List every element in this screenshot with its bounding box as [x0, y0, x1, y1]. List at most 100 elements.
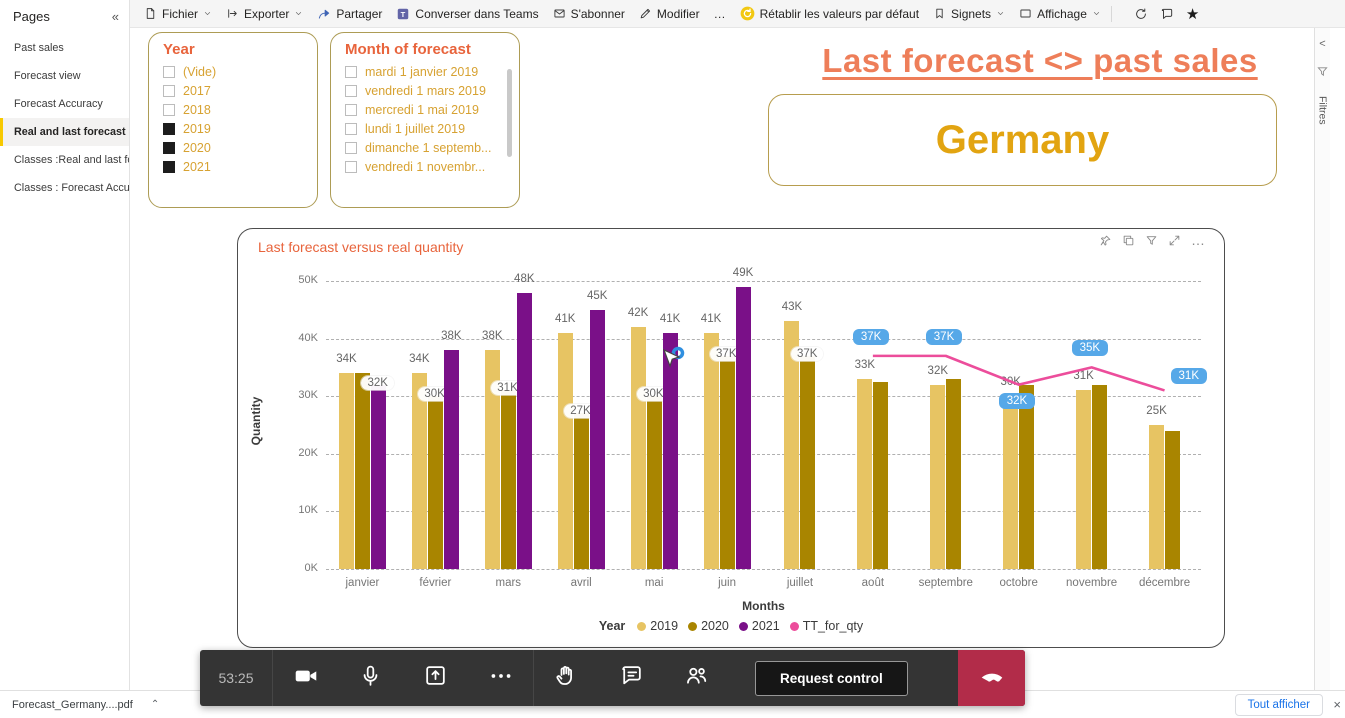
raise-hand-button[interactable] [534, 650, 599, 706]
toolbar-button-partager[interactable]: Partager [317, 7, 382, 21]
checkbox-checked[interactable] [163, 160, 175, 173]
checkbox-checked[interactable] [163, 141, 175, 154]
slicer-option-mercredi-1-mai-2019[interactable]: mercredi 1 mai 2019 [345, 100, 509, 119]
close-download-bar-icon[interactable]: × [1333, 697, 1341, 712]
toolbar-button--[interactable]: … [714, 7, 726, 21]
more-icon[interactable]: … [1191, 232, 1206, 248]
legend-item-2021[interactable]: 2021 [738, 619, 780, 633]
bar-2021-avril[interactable] [589, 309, 605, 569]
bar-2020-août[interactable] [873, 381, 889, 569]
bar-2020-juin[interactable] [719, 355, 735, 569]
bar-2020-septembre[interactable] [946, 378, 962, 569]
checkbox[interactable] [345, 103, 357, 116]
sidebar-item-forecast-view[interactable]: Forecast view [14, 70, 81, 82]
bar-2020-novembre[interactable] [1092, 384, 1108, 569]
checkbox[interactable] [163, 65, 175, 78]
bar-2021-janvier[interactable] [370, 384, 386, 569]
camera-button[interactable] [273, 650, 338, 706]
checkbox[interactable] [345, 122, 357, 135]
bar-2019-décembre[interactable] [1149, 425, 1165, 569]
chevrons-left-icon[interactable]: « [111, 9, 119, 24]
people-button[interactable] [664, 650, 729, 706]
slicer-option-vendredi-1-novembr-[interactable]: vendredi 1 novembr... [345, 157, 509, 176]
bar-2019-juillet[interactable] [784, 321, 800, 569]
toolbar-button-fichier[interactable]: Fichier [144, 7, 212, 21]
bar-2019-février[interactable] [411, 373, 427, 569]
slicer-option-vendredi-1-mars-2019[interactable]: vendredi 1 mars 2019 [345, 81, 509, 100]
x-axis-tick: septembre [918, 577, 973, 589]
chart-visual[interactable]: Last forecast versus real quantity … Qua… [237, 228, 1225, 648]
pin-icon[interactable] [1099, 234, 1112, 247]
toolbar-button-r-tablir-les-valeurs-par-d-faut[interactable]: Rétablir les valeurs par défaut [740, 6, 919, 21]
sidebar-item-classes-real-and-last-fo-[interactable]: Classes :Real and last fo... [14, 154, 129, 166]
checkbox[interactable] [163, 103, 175, 116]
chevron-up-icon[interactable]: ⌃ [150, 699, 160, 710]
checkbox[interactable] [345, 141, 357, 154]
bar-2020-mars[interactable] [500, 390, 516, 569]
toolbar-button-s-abonner[interactable]: S'abonner [553, 7, 625, 21]
show-all-downloads-button[interactable]: Tout afficher [1234, 694, 1323, 716]
downloaded-file-item[interactable]: Forecast_Germany....pdf ⌃ [12, 699, 159, 711]
toolbar-button-signets[interactable]: Signets [933, 7, 1005, 21]
bar-2019-octobre[interactable] [1003, 396, 1019, 569]
chat-button[interactable] [599, 650, 664, 706]
slicer-option-(vide)[interactable]: (Vide) [163, 62, 307, 81]
bar-2019-juin[interactable] [703, 332, 719, 569]
more-button[interactable] [468, 650, 533, 706]
expand-filters-icon[interactable]: < [1319, 38, 1326, 50]
checkbox[interactable] [345, 65, 357, 78]
copy-icon[interactable] [1122, 234, 1135, 247]
bar-2019-novembre[interactable] [1076, 390, 1092, 569]
bar-2019-avril[interactable] [557, 332, 573, 569]
slicer-option-2020[interactable]: 2020 [163, 138, 307, 157]
slicer-option-2019[interactable]: 2019 [163, 119, 307, 138]
sidebar-item-real-and-last-forecast[interactable]: Real and last forecast [0, 118, 129, 146]
checkbox[interactable] [163, 84, 175, 97]
bar-2021-février[interactable] [443, 350, 459, 569]
bar-2019-janvier[interactable] [338, 373, 354, 569]
bar-2020-janvier[interactable] [354, 373, 370, 569]
sidebar-item-classes-forecast-accur-[interactable]: Classes : Forecast Accur... [14, 182, 129, 194]
checkbox[interactable] [345, 160, 357, 173]
legend-item-2020[interactable]: 2020 [688, 619, 729, 633]
bar-2020-février[interactable] [427, 396, 443, 569]
bar-2020-mai[interactable] [646, 396, 662, 569]
mic-button[interactable] [338, 650, 403, 706]
bar-2020-juillet[interactable] [800, 355, 816, 569]
bar-2021-mai[interactable] [662, 332, 678, 569]
slicer-option-2017[interactable]: 2017 [163, 81, 307, 100]
sidebar-item-past-sales[interactable]: Past sales [14, 42, 64, 54]
toolbar-button-exporter[interactable]: Exporter [226, 7, 303, 21]
filter-icon[interactable] [1145, 234, 1158, 247]
present-button[interactable] [403, 650, 468, 706]
checkbox[interactable] [345, 84, 357, 97]
checkbox-checked[interactable] [163, 122, 175, 135]
toolbar-comment-icon[interactable] [1160, 7, 1174, 21]
bar-2020-octobre[interactable] [1019, 384, 1035, 569]
legend-item-TT_for_qty[interactable]: TT_for_qty [789, 619, 863, 633]
bar-2020-décembre[interactable] [1165, 430, 1181, 569]
toolbar-button-converser-dans-teams[interactable]: T Converser dans Teams [396, 7, 539, 21]
toolbar-refresh-icon[interactable] [1134, 7, 1148, 21]
toolbar-button-affichage[interactable]: Affichage [1019, 7, 1101, 21]
toolbar-button-modifier[interactable]: Modifier [639, 7, 700, 21]
slicer-scrollbar[interactable] [507, 69, 512, 157]
bar-2019-août[interactable] [857, 378, 873, 569]
slicer-option-2018[interactable]: 2018 [163, 100, 307, 119]
bar-2020-avril[interactable] [573, 413, 589, 569]
slicer-option-lundi-1-juillet-2019[interactable]: lundi 1 juillet 2019 [345, 119, 509, 138]
focus-icon[interactable] [1168, 234, 1181, 247]
request-control-button[interactable]: Request control [755, 660, 908, 696]
toolbar-star-icon[interactable]: ★ [1185, 5, 1200, 23]
sidebar-item-forecast-accuracy[interactable]: Forecast Accuracy [14, 98, 103, 110]
bar-2019-mai[interactable] [630, 327, 646, 569]
legend-item-2019[interactable]: 2019 [637, 619, 678, 633]
bar-2019-mars[interactable] [484, 350, 500, 569]
bar-2021-mars[interactable] [516, 292, 532, 569]
slicer-option-dimanche-1-septemb-[interactable]: dimanche 1 septemb... [345, 138, 509, 157]
bar-2019-septembre[interactable] [930, 384, 946, 569]
hangup-button[interactable] [958, 650, 1025, 706]
bar-2021-juin[interactable] [735, 286, 751, 569]
slicer-option-mardi-1-janvier-2019[interactable]: mardi 1 janvier 2019 [345, 62, 509, 81]
slicer-option-2021[interactable]: 2021 [163, 157, 307, 176]
